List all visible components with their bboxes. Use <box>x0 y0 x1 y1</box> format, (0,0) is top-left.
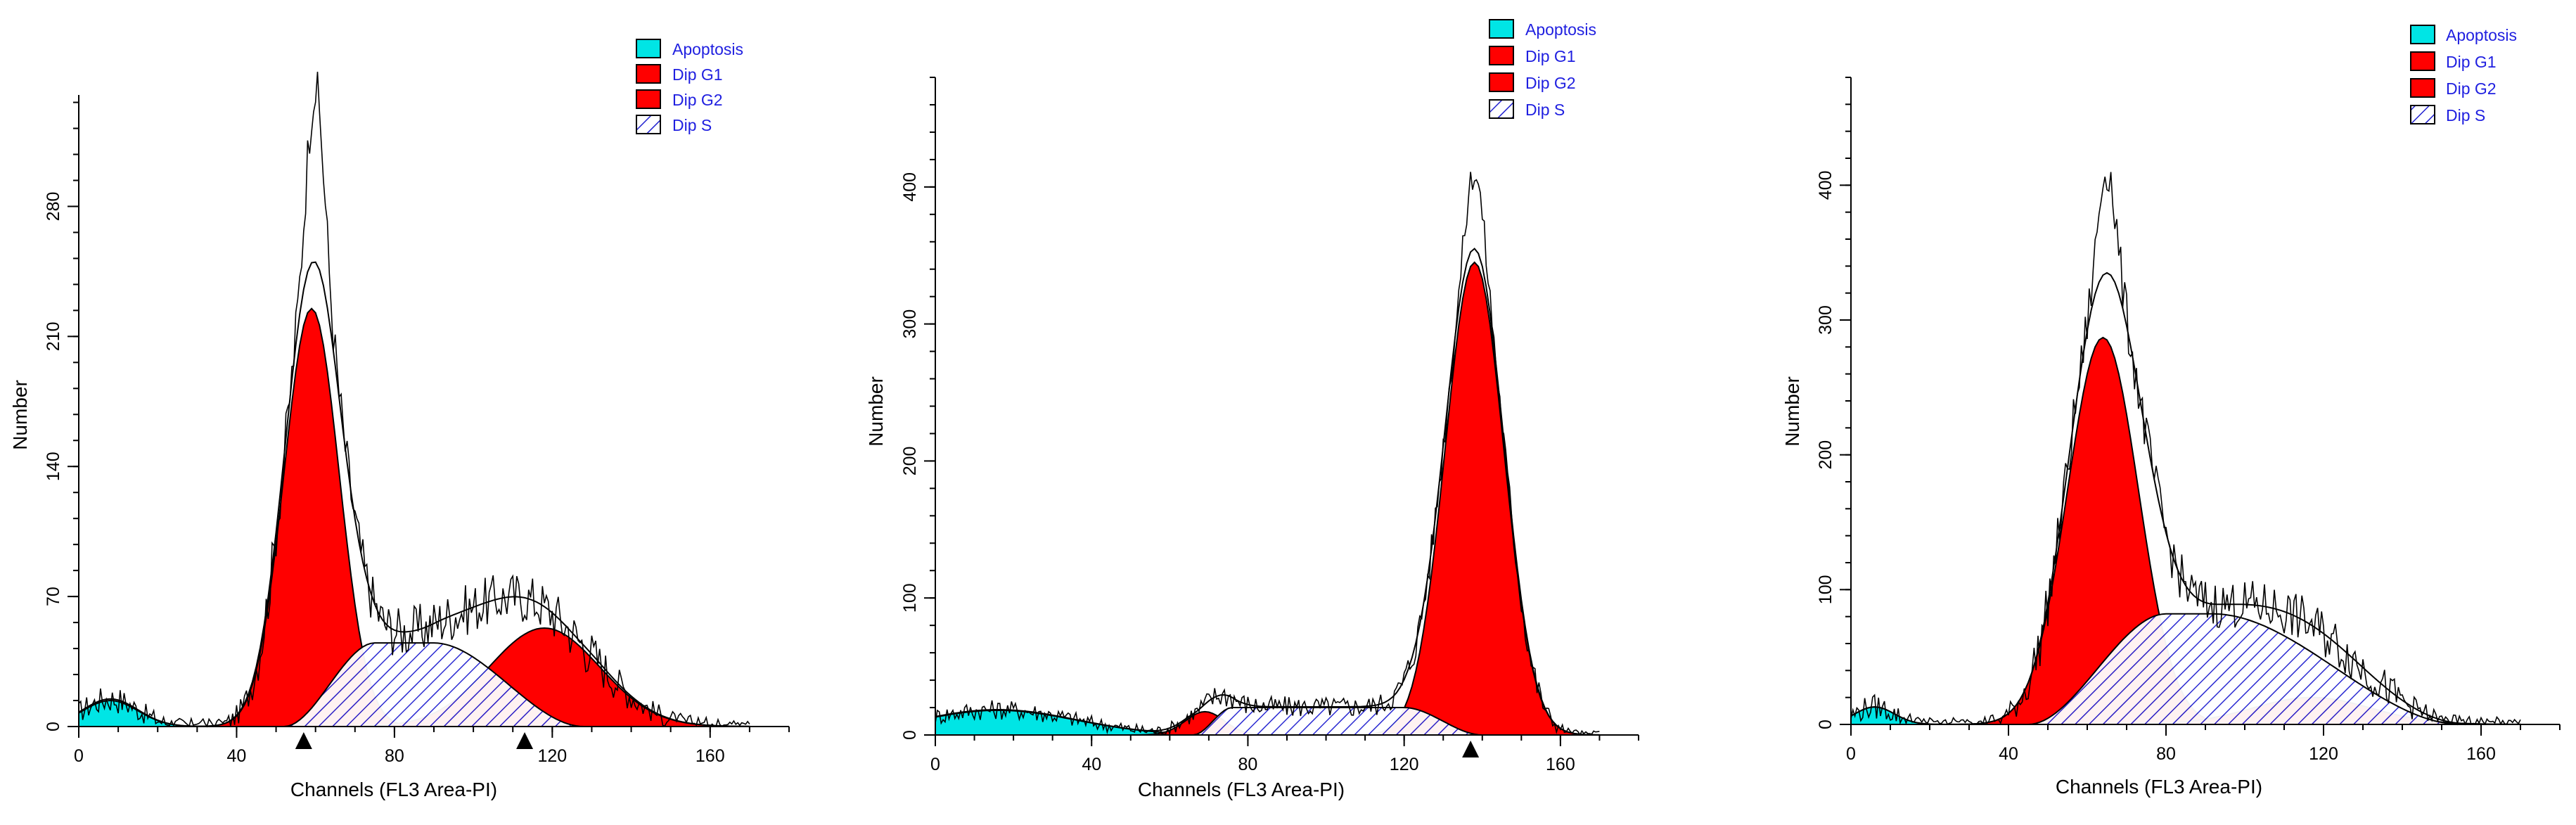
legend-label-dip-g2: Dip G2 <box>2446 79 2497 98</box>
panel-3-x-axis-title: Channels (FL3 Area-PI) <box>2056 776 2262 798</box>
y-tick-label: 100 <box>1816 575 1835 604</box>
y-tick-label: 200 <box>1816 440 1835 470</box>
y-tick-label: 140 <box>44 452 63 481</box>
legend-label-dip-s: Dip S <box>1525 101 1565 119</box>
peak-marker <box>1462 741 1480 757</box>
y-tick-label: 70 <box>44 587 63 606</box>
y-tick-label: 0 <box>900 730 920 740</box>
legend-label-apoptosis: Apoptosis <box>672 40 743 58</box>
panel-2-x-axis-title: Channels (FL3 Area-PI) <box>1138 779 1345 800</box>
y-tick-label: 100 <box>900 583 920 613</box>
legend-label-dip-g1: Dip G1 <box>1525 47 1576 65</box>
panel-3-y-axis-title: Number <box>1781 376 1803 447</box>
panel-2-legend: Apoptosis Dip G1 Dip G2 Dip S <box>1489 19 1596 119</box>
y-tick-label: 400 <box>1816 170 1835 200</box>
legend-swatch-dip-s <box>1489 99 1514 119</box>
legend-swatch-apoptosis <box>636 39 661 58</box>
legend-label-dip-g1: Dip G1 <box>672 65 723 84</box>
panel-3-axes: 0 40 80 120 160 0 100 200 300 400 <box>1816 77 2561 764</box>
panel-2-y-axis-title: Number <box>865 376 887 447</box>
x-tick-label: 0 <box>1846 744 1856 764</box>
panel-1-x-axis-title: Channels (FL3 Area-PI) <box>290 779 497 800</box>
panel-3-legend: Apoptosis Dip G1 Dip G2 Dip S <box>2410 25 2517 124</box>
legend-swatch-dip-g2 <box>636 89 661 109</box>
panel-1-plot-area <box>78 71 751 728</box>
legend-label-dip-s: Dip S <box>2446 106 2485 124</box>
legend-label-apoptosis: Apoptosis <box>2446 26 2517 44</box>
peak-marker <box>295 732 312 749</box>
x-tick-label: 160 <box>1546 755 1575 774</box>
legend-swatch-apoptosis <box>1489 19 1514 39</box>
raw-histogram-trace <box>78 71 750 728</box>
panel-2-axes: 0 40 80 120 160 0 100 200 300 400 <box>900 77 1639 774</box>
x-tick-label: 80 <box>385 746 404 766</box>
raw-histogram-trace <box>935 172 1600 736</box>
legend-swatch-dip-s <box>636 115 661 134</box>
legend-label-dip-s: Dip S <box>672 116 712 134</box>
x-tick-label: 120 <box>537 746 567 766</box>
y-tick-label: 0 <box>1816 720 1835 729</box>
raw-histogram-trace <box>1850 172 2521 726</box>
legend-label-dip-g2: Dip G2 <box>672 91 723 109</box>
legend-swatch-dip-g1 <box>636 64 661 84</box>
legend-label-apoptosis: Apoptosis <box>1525 20 1596 39</box>
x-tick-label: 40 <box>227 746 247 766</box>
legend-swatch-dip-g1 <box>1489 46 1514 65</box>
x-tick-label: 40 <box>1999 744 2018 764</box>
series-area-dip-g2 <box>935 261 1601 736</box>
x-tick-label: 160 <box>2466 744 2496 764</box>
x-tick-label: 80 <box>1238 755 1258 774</box>
legend-swatch-dip-g1 <box>2410 51 2435 71</box>
legend-swatch-dip-g2 <box>1489 72 1514 92</box>
legend-swatch-dip-s <box>2410 105 2435 124</box>
histogram-panel-3: Apoptosis Dip G1 Dip G2 Dip S 0 40 80 120 16… <box>1781 25 2561 798</box>
x-tick-label: 120 <box>2309 744 2338 764</box>
histogram-panel-2: Apoptosis Dip G1 Dip G2 Dip S 0 40 80 120 16… <box>865 19 1639 800</box>
x-tick-label: 0 <box>74 746 84 766</box>
y-tick-label: 300 <box>1816 305 1835 335</box>
y-tick-label: 210 <box>44 321 63 351</box>
legend-label-dip-g1: Dip G1 <box>2446 53 2497 71</box>
panel-1-y-axis-title: Number <box>9 380 31 450</box>
y-tick-label: 0 <box>44 722 63 731</box>
legend-swatch-dip-g2 <box>2410 78 2435 98</box>
panel-3-plot-area <box>1850 172 2521 726</box>
y-tick-label: 280 <box>44 192 63 222</box>
x-tick-label: 120 <box>1390 755 1419 774</box>
y-tick-label: 300 <box>900 309 920 339</box>
x-tick-label: 80 <box>2156 744 2176 764</box>
histogram-panel-1: Apoptosis Dip G1 Dip G2 Dip S 0 40 80 120 16… <box>9 39 790 800</box>
x-tick-label: 0 <box>930 755 940 774</box>
panel-1-legend: Apoptosis Dip G1 Dip G2 Dip S <box>636 39 743 134</box>
y-tick-label: 200 <box>900 447 920 476</box>
panel-2-plot-area <box>935 172 1601 736</box>
peak-marker <box>516 732 534 749</box>
x-tick-label: 160 <box>696 746 725 766</box>
model-fit-line <box>935 248 1600 736</box>
panel-1-axes: 0 40 80 120 160 0 70 140 210 280 <box>44 95 790 766</box>
legend-label-dip-g2: Dip G2 <box>1525 74 1576 92</box>
legend-swatch-apoptosis <box>2410 25 2435 44</box>
y-tick-label: 400 <box>900 172 920 202</box>
x-tick-label: 40 <box>1082 755 1101 774</box>
